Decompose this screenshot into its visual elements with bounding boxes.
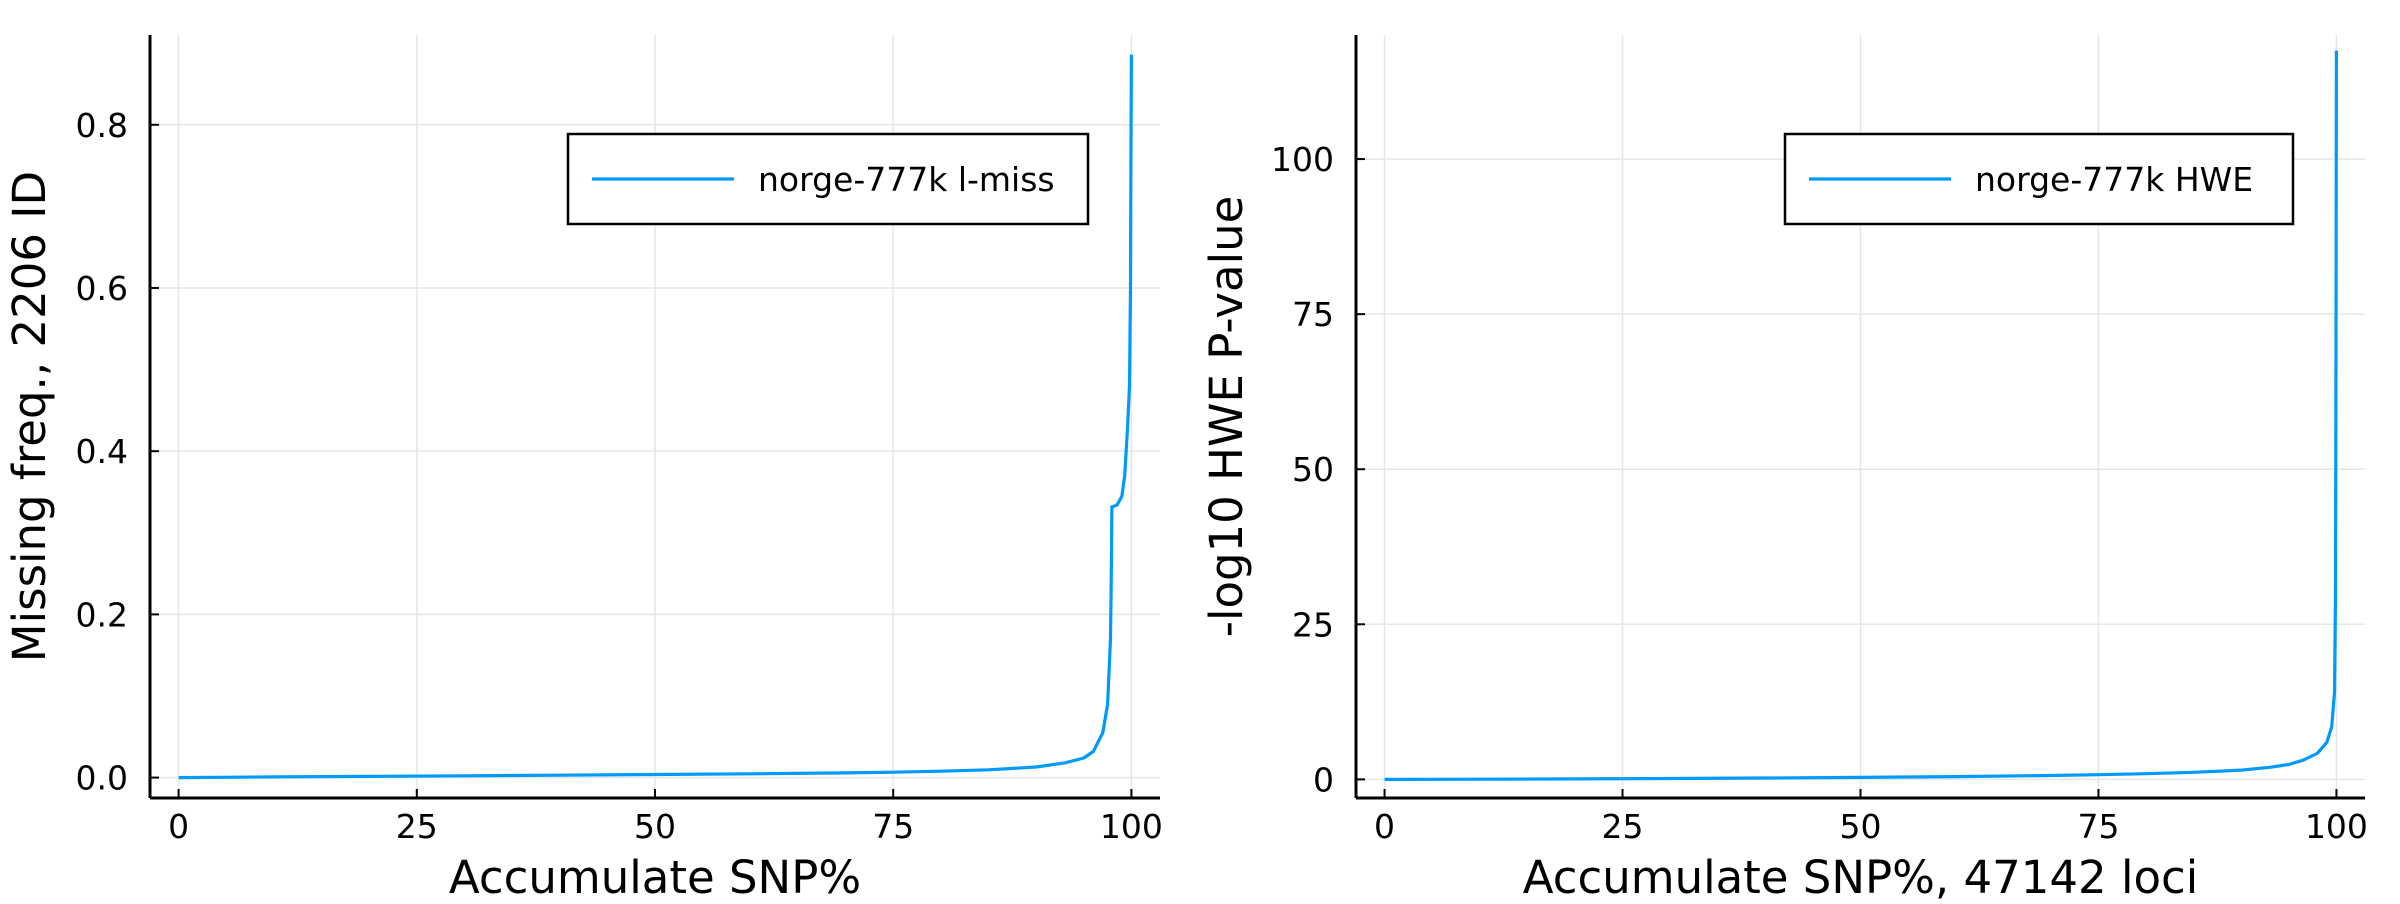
y-tick-label: 100 [1271, 140, 1334, 179]
x-tick-label: 50 [634, 807, 676, 846]
y-tick-label: 75 [1292, 295, 1334, 334]
y-tick-label: 0.4 [76, 432, 128, 471]
y-tick-label: 25 [1292, 605, 1334, 644]
y-tick-label: 0 [1313, 760, 1334, 799]
x-axis-label: Accumulate SNP%, 47142 loci [1523, 851, 2199, 900]
chart-panel-2: 0 25 50 75 100 0 25 50 75 100 Accumulate SNP%, 471… [1200, 35, 2368, 904]
x-tick-label: 25 [396, 807, 438, 846]
x-tick-label: 100 [2305, 807, 2368, 846]
x-tick-label: 75 [872, 807, 914, 846]
x-tick-label: 75 [2077, 807, 2119, 846]
legend: norge-777k l-miss [566, 132, 1090, 226]
series-line-1 [178, 54, 1134, 780]
x-tick-label: 0 [1374, 807, 1395, 846]
x-tick-label: 25 [1602, 807, 1644, 846]
x-tick-label: 100 [1100, 807, 1163, 846]
legend: norge-777k HWE [1783, 132, 2295, 226]
y-tick-label: 0.8 [76, 106, 128, 145]
y-tick-label: 0.0 [76, 759, 128, 798]
x-tick-label: 50 [1840, 807, 1882, 846]
series-line-1 [1384, 50, 2338, 782]
legend-label: norge-777k l-miss [758, 160, 1055, 199]
y-axis-label: -log10 HWE P-value [1200, 196, 1253, 638]
x-tick-label: 0 [168, 807, 189, 846]
chart-panel-1: 0 25 50 75 100 0.0 0.2 0.4 0.6 0.8 Accumulate SNP%… [3, 35, 1163, 904]
y-tick-label: 0.6 [76, 269, 128, 308]
y-tick-label: 50 [1292, 450, 1334, 489]
y-axis-label: Missing freq., 2206 ID [3, 171, 56, 662]
legend-label: norge-777k HWE [1975, 160, 2253, 199]
x-axis-label: Accumulate SNP% [449, 851, 861, 900]
y-tick-label: 0.2 [76, 595, 128, 634]
